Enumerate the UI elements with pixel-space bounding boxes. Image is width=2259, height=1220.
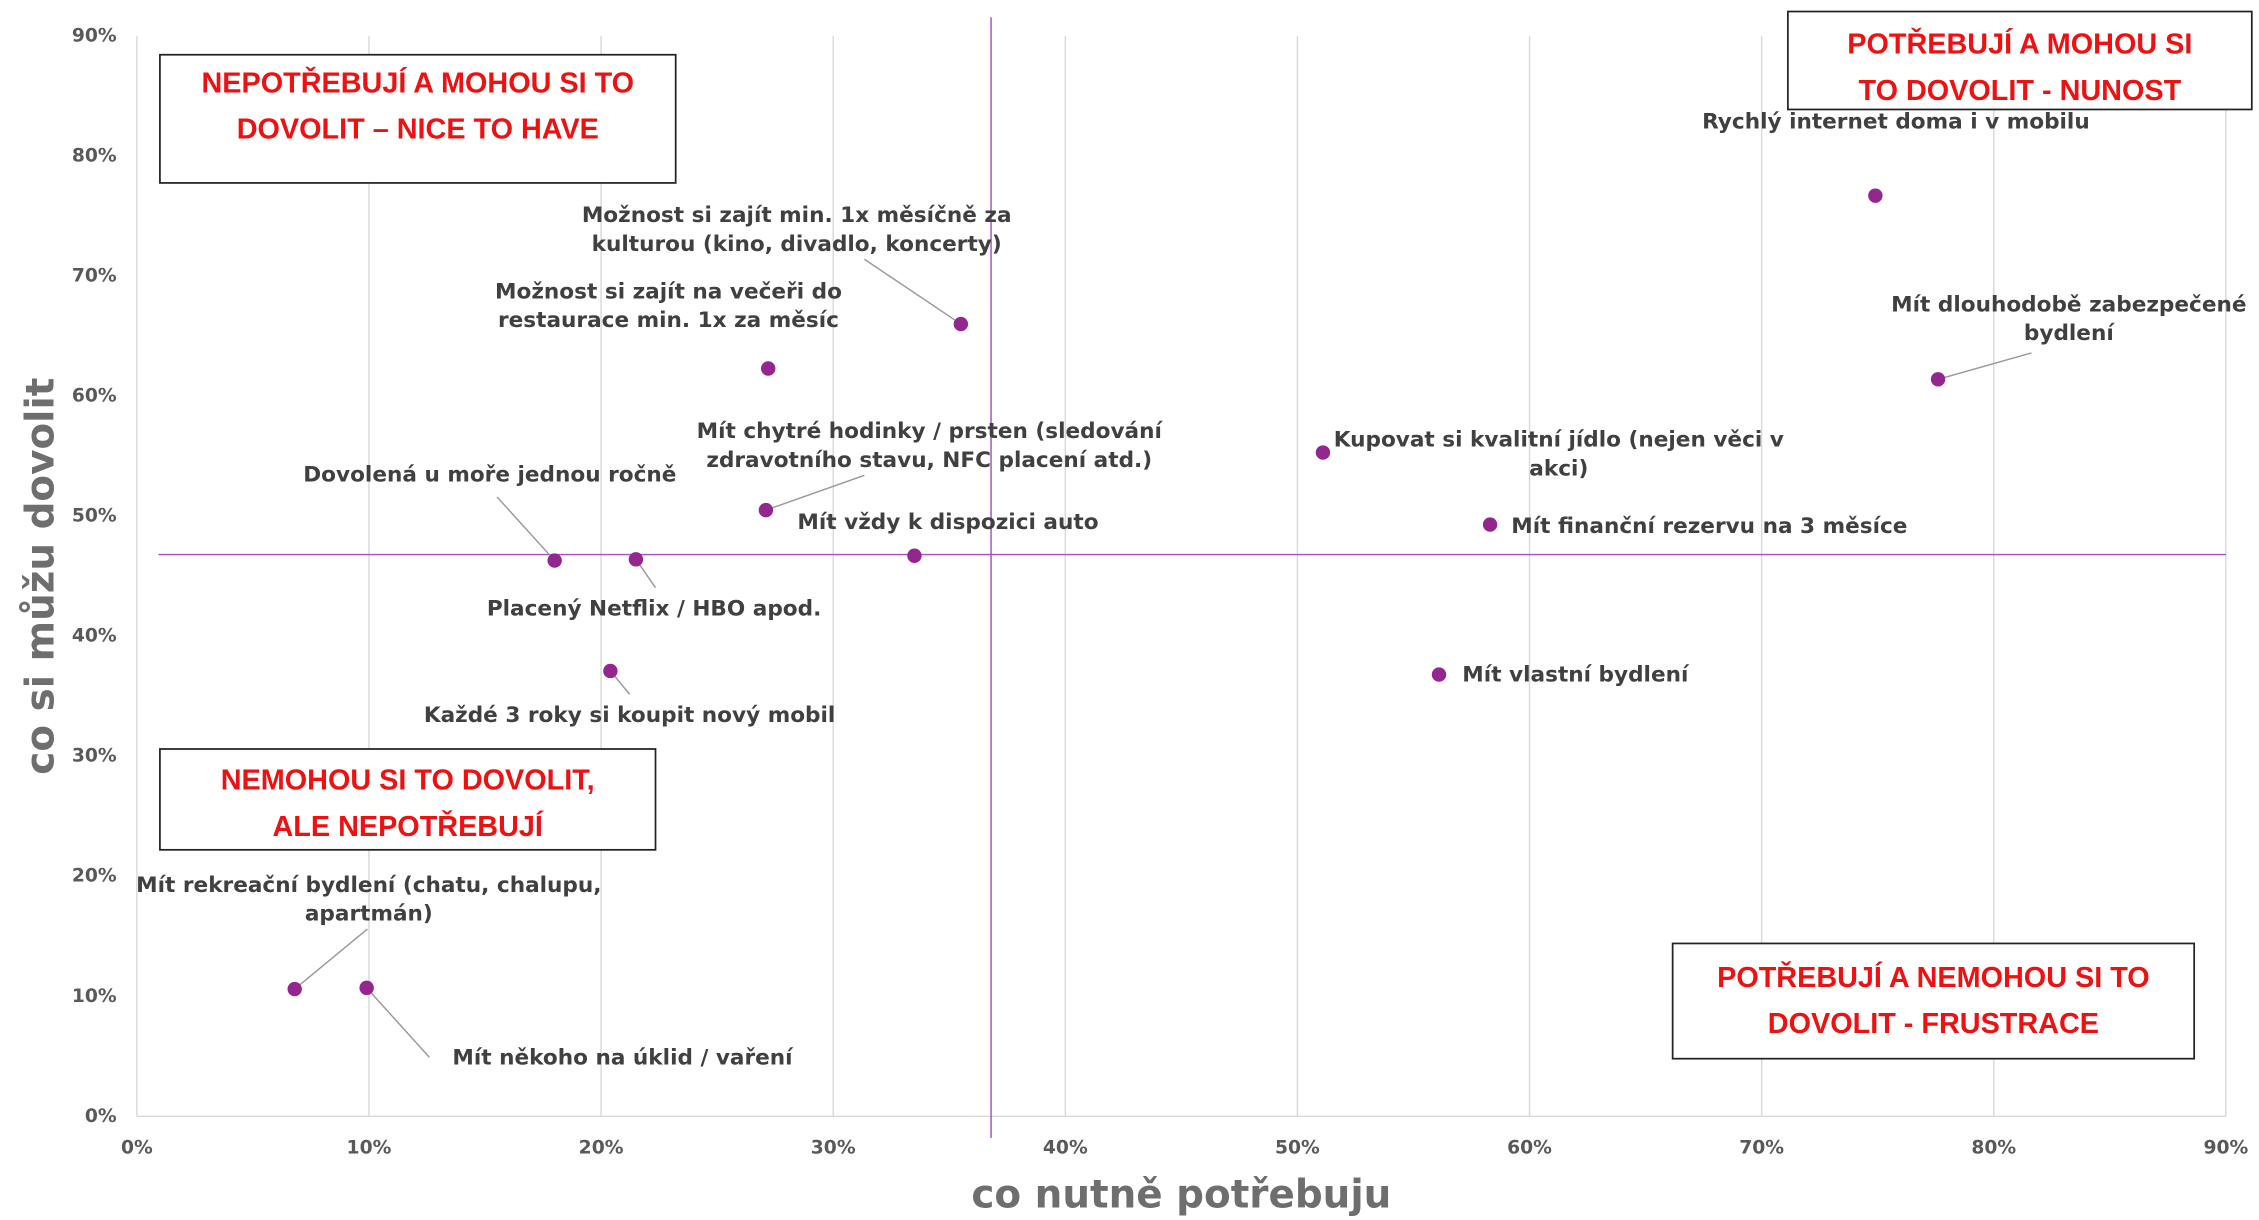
point-label: Kupovat si kvalitní jídlo (nejen věci v xyxy=(1334,428,1784,453)
y-tick-label: 80% xyxy=(72,146,117,167)
y-tick-label: 70% xyxy=(72,266,117,287)
x-tick-label: 50% xyxy=(1275,1137,1320,1158)
x-tick-label: 70% xyxy=(1739,1137,1784,1158)
point-label: restaurace min. 1x za měsíc xyxy=(498,308,839,333)
y-tick-label: 90% xyxy=(72,26,117,47)
leader-line xyxy=(366,987,430,1058)
point-label: apartmán) xyxy=(305,902,433,927)
quadrant-label: TO DOVOLIT - NUNOST xyxy=(1859,75,2182,107)
point-label: Každé 3 roky si koupit nový mobil xyxy=(424,703,835,728)
point xyxy=(359,980,374,996)
point-label: Mít vlastní bydlení xyxy=(1462,663,1690,688)
leader-line xyxy=(864,258,962,325)
y-tick-label: 60% xyxy=(72,386,117,407)
point-label: Mít rekreační bydlení (chatu, chalupu, xyxy=(136,873,601,898)
y-tick-label: 30% xyxy=(72,746,117,767)
point-label: Možnost si zajít min. 1x měsíčně za xyxy=(582,203,1012,228)
quadrant-label: NEMOHOU SI TO DOVOLIT, xyxy=(221,765,595,797)
quadrant-label: DOVOLIT – NICE TO HAVE xyxy=(237,114,599,146)
x-tick-label: 90% xyxy=(2203,1137,2248,1158)
x-tick-label: 80% xyxy=(1971,1137,2016,1158)
point xyxy=(953,316,969,332)
point-label: akci) xyxy=(1529,457,1588,482)
point-label: Mít někoho na úklid / vaření xyxy=(452,1046,794,1071)
x-tick-label: 60% xyxy=(1507,1137,1552,1158)
point xyxy=(628,552,644,567)
point xyxy=(907,548,922,563)
quadrant-label: ALE NEPOTŘEBUJÍ xyxy=(272,809,543,843)
point-label: Mít vždy k dispozici auto xyxy=(797,510,1098,535)
y-tick-label: 0% xyxy=(85,1106,117,1127)
leader-line xyxy=(765,474,865,511)
x-axis-label: co nutně potřebuju xyxy=(971,1172,1391,1217)
y-axis-label: co si můžu dovolit xyxy=(19,378,64,775)
x-tick-label: 20% xyxy=(579,1137,624,1158)
point xyxy=(603,663,618,679)
x-tick-label: 0% xyxy=(121,1137,153,1158)
point-label: bydlení xyxy=(2024,321,2115,346)
point xyxy=(547,553,562,568)
quadrant-box xyxy=(159,53,677,184)
leader-line xyxy=(496,496,556,562)
point xyxy=(761,361,776,376)
point-label: Mít finanční rezervu na 3 měsíce xyxy=(1511,514,1907,539)
y-tick-label: 50% xyxy=(72,506,117,527)
quadrant-box xyxy=(1787,10,2253,111)
x-tick-label: 30% xyxy=(811,1137,856,1158)
point-label: zdravotního stavu, NFC placení atd.) xyxy=(706,448,1152,473)
quadrant-label: NEPOTŘEBUJÍ A MOHOU SI TO xyxy=(202,66,635,100)
quadrant-box xyxy=(1671,942,2196,1060)
quadrant-label: DOVOLIT - FRUSTRACE xyxy=(1768,1008,2099,1040)
point-label: Dovolená u moře jednou ročně xyxy=(303,462,676,487)
point xyxy=(758,502,774,518)
point-label: Mít dlouhodobě zabezpečené xyxy=(1891,292,2246,317)
point xyxy=(1930,372,1946,387)
point xyxy=(1431,667,1447,682)
point-label: Placený Netflix / HBO apod. xyxy=(487,596,821,621)
leader-line xyxy=(1937,352,2032,380)
point-label: Rychlý internet doma i v mobilu xyxy=(1702,109,2090,134)
x-tick-label: 10% xyxy=(347,1137,392,1158)
quadrant-label: POTŘEBUJÍ A MOHOU SI xyxy=(1847,27,2192,61)
quadrant-box xyxy=(159,748,657,851)
quadrant-label: POTŘEBUJÍ A NEMOHOU SI TO xyxy=(1717,960,2150,994)
point-label: Mít chytré hodinky / prsten (sledování xyxy=(697,419,1164,444)
point xyxy=(287,981,302,997)
leader-line xyxy=(294,928,368,990)
x-tick-label: 40% xyxy=(1043,1137,1088,1158)
y-tick-label: 10% xyxy=(72,986,117,1007)
point-label: kulturou (kino, divadlo, koncerty) xyxy=(592,232,1002,257)
y-tick-label: 20% xyxy=(72,866,117,887)
y-tick-label: 40% xyxy=(72,626,117,647)
point xyxy=(1315,445,1331,460)
point xyxy=(1868,188,1883,203)
point xyxy=(1482,517,1498,532)
point-label: Možnost si zajít na večeři do xyxy=(495,279,842,304)
